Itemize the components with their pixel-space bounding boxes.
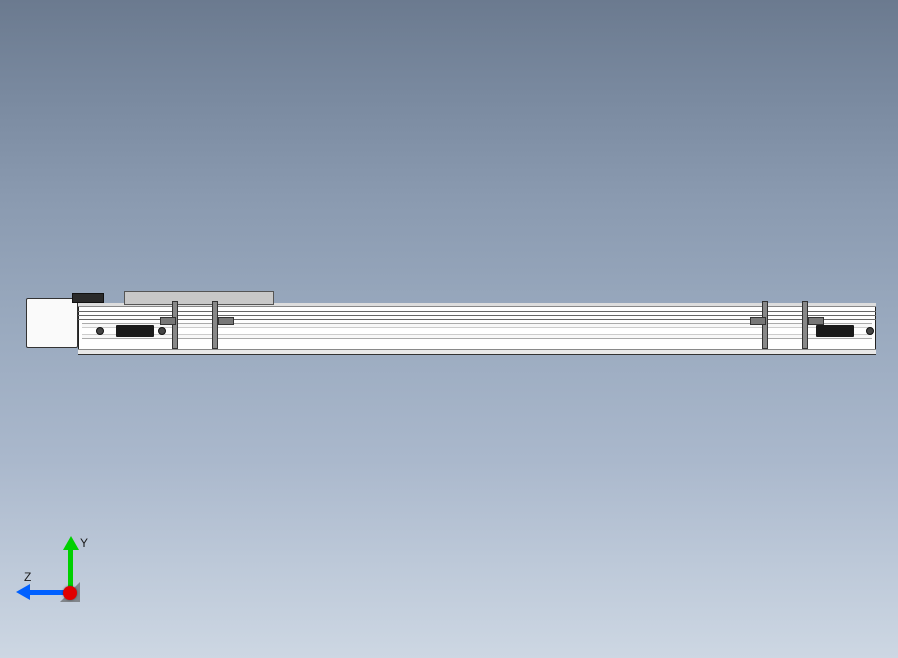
orientation-triad[interactable]: Y Z [28, 530, 98, 600]
bracket-tab [750, 317, 766, 325]
rail-groove [78, 315, 876, 316]
cad-viewport[interactable]: Y Z [0, 0, 898, 658]
mounting-bracket [762, 301, 768, 349]
axis-z-label: Z [24, 570, 31, 584]
rail-groove [78, 311, 876, 312]
end-screw [866, 327, 874, 335]
mounting-bracket [172, 301, 178, 349]
mounting-bracket [212, 301, 218, 349]
mounting-bracket [802, 301, 808, 349]
rail-bottom-edge [78, 349, 876, 355]
axis-y-shaft [68, 548, 73, 588]
motor-top-cap [72, 293, 104, 303]
bracket-tab [808, 317, 824, 325]
axis-y-arrow-icon [63, 536, 79, 550]
carriage-plate [124, 291, 274, 305]
motor-block [26, 298, 78, 348]
slot-insert [116, 325, 154, 337]
end-screw [158, 327, 166, 335]
slot-insert [816, 325, 854, 337]
rail-slot-inner [82, 327, 872, 335]
end-screw [96, 327, 104, 335]
bracket-tab [160, 317, 176, 325]
model-canvas[interactable]: Y Z [0, 0, 898, 658]
bracket-tab [218, 317, 234, 325]
axis-z-shaft [28, 590, 68, 595]
triad-origin-icon [63, 586, 77, 600]
axis-z-arrow-icon [16, 584, 30, 600]
axis-y-label: Y [80, 536, 88, 550]
rail-assembly [26, 293, 876, 360]
